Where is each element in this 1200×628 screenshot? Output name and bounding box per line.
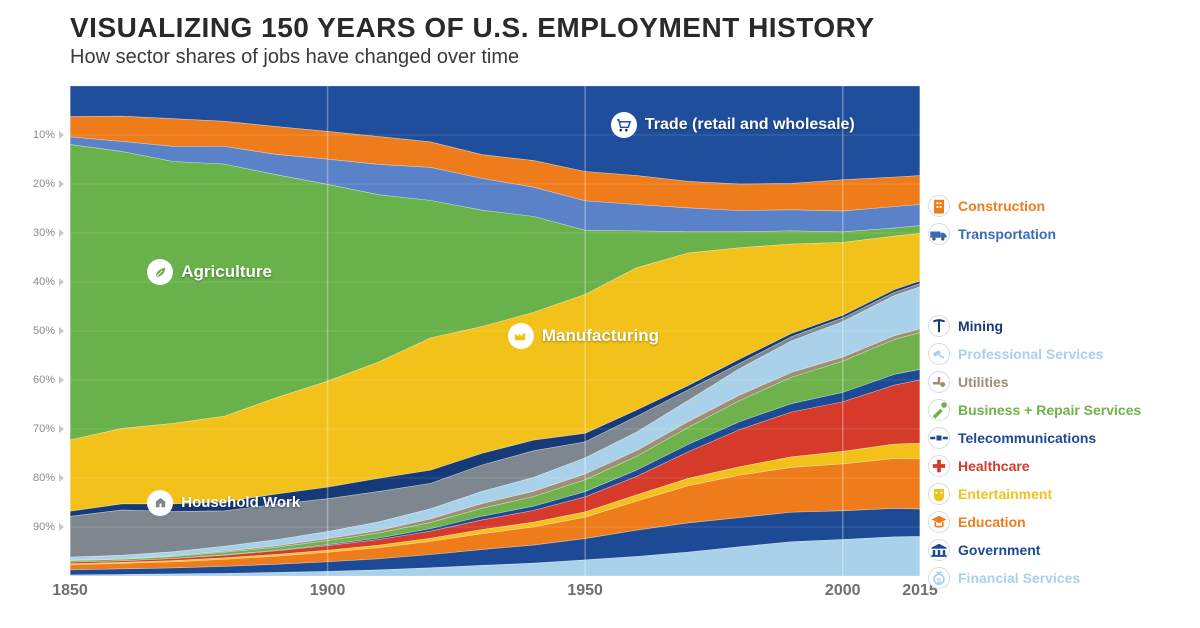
factory-icon	[508, 323, 534, 349]
tap-icon	[928, 371, 950, 393]
legend-label: Utilities	[958, 374, 1009, 390]
building-icon	[928, 195, 950, 217]
legend: Construction Transportation Mining Professi…	[928, 192, 1188, 592]
y-tick: 30%	[33, 227, 64, 239]
series-label-trade: Trade (retail and wholesale)	[611, 112, 855, 138]
y-tick: 60%	[33, 374, 64, 386]
y-tick: 90%	[33, 521, 64, 533]
legend-item-telecom: Telecommunications	[928, 424, 1188, 452]
x-tick: 1850	[52, 582, 88, 600]
legend-item-government: Government	[928, 536, 1188, 564]
legend-item-education: Education	[928, 508, 1188, 536]
legend-label: Entertainment	[958, 486, 1052, 502]
cap-icon	[928, 511, 950, 533]
legend-label: Transportation	[958, 226, 1056, 242]
legend-item-biz_repair: Business + Repair Services	[928, 396, 1188, 424]
x-tick: 2000	[825, 582, 861, 600]
y-tick: 50%	[33, 325, 64, 337]
mask-icon	[928, 483, 950, 505]
y-tick: 20%	[33, 178, 64, 190]
truck-icon	[928, 223, 950, 245]
x-axis: 18501900195020002015	[70, 576, 920, 606]
legend-item-entertainment: Entertainment	[928, 480, 1188, 508]
pick-icon	[928, 315, 950, 337]
cart-icon	[611, 112, 637, 138]
legend-label: Construction	[958, 198, 1045, 214]
legend-item-utilities: Utilities	[928, 368, 1188, 396]
cross-icon	[928, 455, 950, 477]
legend-label: Mining	[958, 318, 1003, 334]
money-icon: $	[928, 567, 950, 589]
legend-label: Financial Services	[958, 570, 1080, 586]
y-tick: 40%	[33, 276, 64, 288]
y-tick: 10%	[33, 129, 64, 141]
legend-label: Business + Repair Services	[958, 402, 1141, 418]
legend-label: Telecommunications	[958, 430, 1096, 446]
series-label-household: Household Work	[147, 490, 300, 516]
legend-label: Government	[958, 542, 1040, 558]
y-tick: 80%	[33, 472, 64, 484]
house-icon	[147, 490, 173, 516]
legend-item-construction: Construction	[928, 192, 1188, 220]
x-tick: 1900	[310, 582, 346, 600]
legend-item-financial: $ Financial Services	[928, 564, 1188, 592]
sat-icon	[928, 427, 950, 449]
y-tick: 70%	[33, 423, 64, 435]
header: VISUALIZING 150 YEARS OF U.S. EMPLOYMENT…	[0, 0, 1200, 75]
series-label-manufacturing: Manufacturing	[508, 323, 659, 349]
stacked-area-chart: 10%20%30%40%50%60%70%80%90% Trade (retai…	[70, 86, 920, 576]
page-title: VISUALIZING 150 YEARS OF U.S. EMPLOYMENT…	[70, 12, 1200, 44]
legend-item-transportation: Transportation	[928, 220, 1188, 248]
page-subtitle: How sector shares of jobs have changed o…	[70, 46, 1200, 69]
legend-label: Professional Services	[958, 346, 1104, 362]
x-tick: 1950	[567, 582, 603, 600]
bank-icon	[928, 539, 950, 561]
leaf-icon	[147, 259, 173, 285]
series-label-agriculture: Agriculture	[147, 259, 272, 285]
legend-item-mining: Mining	[928, 312, 1188, 340]
y-axis: 10% 20% 30% 40% 50% 60% 70% 80% 90%	[25, 86, 70, 576]
legend-label: Education	[958, 514, 1026, 530]
legend-item-healthcare: Healthcare	[928, 452, 1188, 480]
gavel-icon	[928, 343, 950, 365]
legend-item-prof_services: Professional Services	[928, 340, 1188, 368]
legend-label: Healthcare	[958, 458, 1030, 474]
tools-icon	[928, 399, 950, 421]
